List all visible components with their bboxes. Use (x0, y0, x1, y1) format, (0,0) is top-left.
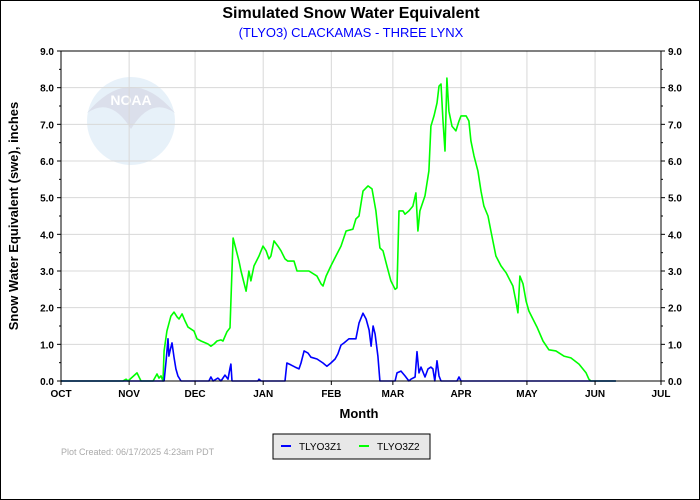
x-tick-label: DEC (185, 389, 206, 400)
y-tick-label-right: 3.0 (668, 267, 682, 278)
legend-box (272, 433, 431, 460)
legend: TLYO3Z1 TLYO3Z2 (272, 433, 431, 460)
y-tick-label-left: 2.0 (40, 304, 54, 315)
y-tick-label-left: 9.0 (40, 47, 54, 58)
chart-title: Simulated Snow Water Equivalent (222, 5, 480, 22)
y-tick-label-right: 0.0 (668, 377, 682, 388)
y-tick-label-left: 7.0 (40, 120, 54, 131)
y-tick-label-right: 9.0 (668, 47, 682, 58)
series-line-tlyo3z2 (61, 77, 616, 382)
y-tick-label-right: 8.0 (668, 84, 682, 95)
y-tick-label-left: 6.0 (40, 157, 54, 168)
y-tick-label-left: 1.0 (40, 340, 54, 351)
chart-subtitle: (TLYO3) CLACKAMAS - THREE LYNX (239, 25, 464, 40)
noaa-logo-text: NOAA (110, 92, 151, 108)
y-tick-label-left: 8.0 (40, 84, 54, 95)
x-tick-label: NOV (118, 389, 140, 400)
y-tick-label-right: 1.0 (668, 340, 682, 351)
y-tick-label-right: 2.0 (668, 304, 682, 315)
series-line-tlyo3z1 (61, 312, 616, 382)
x-tick-label: MAR (381, 389, 405, 400)
x-tick-label: JUL (652, 389, 671, 400)
y-tick-label-right: 4.0 (668, 230, 682, 241)
y-axis-label: Snow Water Equivalent (swe), inches (6, 102, 21, 331)
y-tick-label-right: 5.0 (668, 194, 682, 205)
legend-label-z2: TLYO3Z2 (377, 442, 420, 453)
x-axis-label: Month (340, 406, 379, 421)
y-tick-label-left: 4.0 (40, 230, 54, 241)
x-tick-label: MAY (516, 389, 538, 400)
x-tick-label: OCT (50, 389, 71, 400)
plot-created-footer: Plot Created: 06/17/2025 4:23am PDT (61, 447, 215, 457)
x-tick-label: FEB (321, 389, 341, 400)
x-tick-label: JAN (253, 389, 273, 400)
y-tick-label-right: 6.0 (668, 157, 682, 168)
y-tick-label-right: 7.0 (668, 120, 682, 131)
noaa-logo-watermark: NOAA (87, 77, 175, 165)
legend-label-z1: TLYO3Z1 (299, 442, 342, 453)
series-lines (61, 77, 616, 382)
y-tick-label-left: 3.0 (40, 267, 54, 278)
y-tick-label-left: 5.0 (40, 194, 54, 205)
x-tick-label: JUN (585, 389, 605, 400)
y-tick-label-left: 0.0 (40, 377, 54, 388)
x-tick-label: APR (450, 389, 472, 400)
